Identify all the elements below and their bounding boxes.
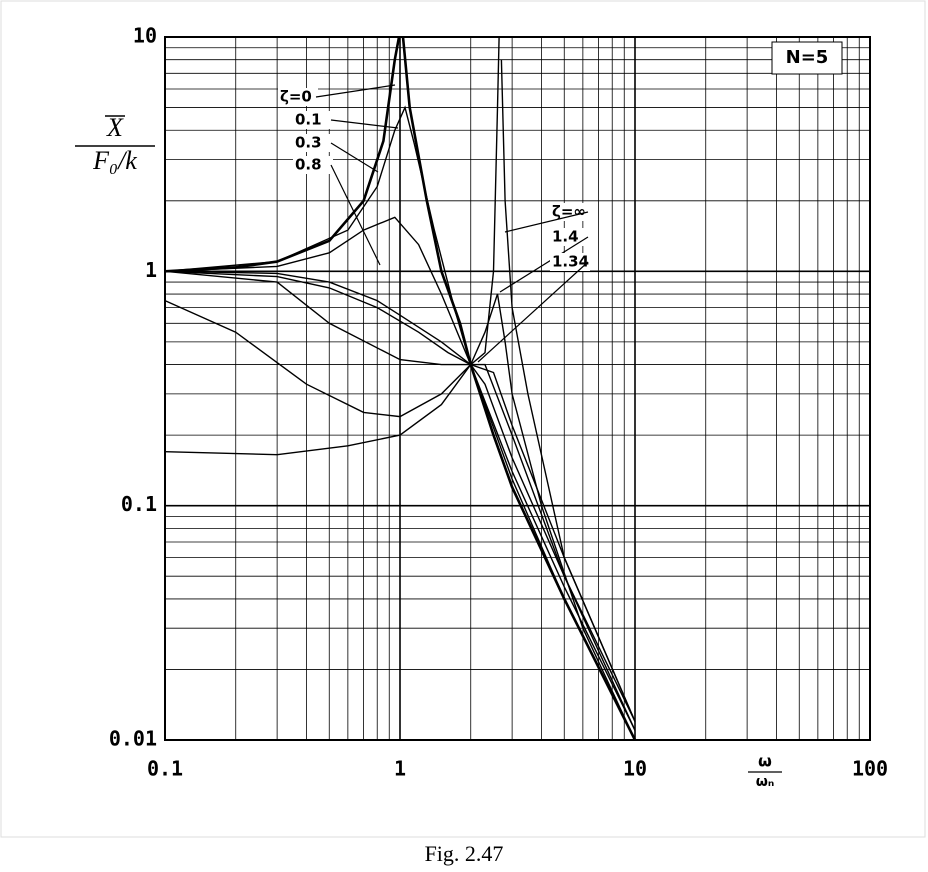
leader-line [315, 84, 396, 98]
label-bg [550, 253, 590, 271]
x-label-denominator: ωₙ [756, 774, 775, 790]
y-tick-label: 0.1 [121, 492, 157, 516]
y-tick-label: 1 [145, 258, 157, 282]
annotation: N=5 [786, 47, 829, 68]
y-tick-label: 10 [133, 24, 157, 48]
leader-line [330, 142, 379, 173]
leader-line [504, 211, 589, 233]
label-bg [278, 88, 318, 106]
x-tick-label: 100 [852, 757, 888, 781]
frame [0, 0, 926, 838]
label-bg [293, 156, 333, 174]
leader-line [477, 261, 589, 363]
curve-label: 0.1 [295, 111, 322, 129]
label-bg [293, 134, 333, 152]
caption: Fig. 2.47 [425, 841, 504, 866]
x-tick-label: 10 [623, 757, 647, 781]
curve [165, 216, 636, 731]
x-tick-label: 1 [394, 757, 406, 781]
curve-label: 1.34 [552, 253, 589, 271]
curve [165, 270, 636, 740]
curve [165, 299, 636, 731]
annotation-box [771, 41, 843, 75]
leader-line [499, 236, 589, 293]
x-label-numerator: ω [758, 752, 772, 771]
plot-border [164, 36, 871, 741]
curve-label: 1.4 [552, 228, 579, 246]
curve [165, 363, 636, 722]
curve [165, 270, 636, 722]
leader-line [330, 164, 381, 266]
label-bg [293, 111, 333, 129]
curve-label: 0.3 [295, 134, 322, 152]
curve-label: ζ=0 [280, 88, 312, 106]
y-tick-label: 0.01 [109, 727, 157, 751]
curve [165, 105, 636, 740]
y-label-numerator: X [106, 113, 124, 142]
curve-label: 0.8 [295, 156, 322, 174]
y-label-denominator: F₀/k [92, 146, 137, 175]
curve-label: ζ=∞ [552, 203, 586, 221]
label-bg [550, 203, 590, 221]
leader-line [330, 119, 399, 129]
x-tick-label: 0.1 [147, 757, 183, 781]
